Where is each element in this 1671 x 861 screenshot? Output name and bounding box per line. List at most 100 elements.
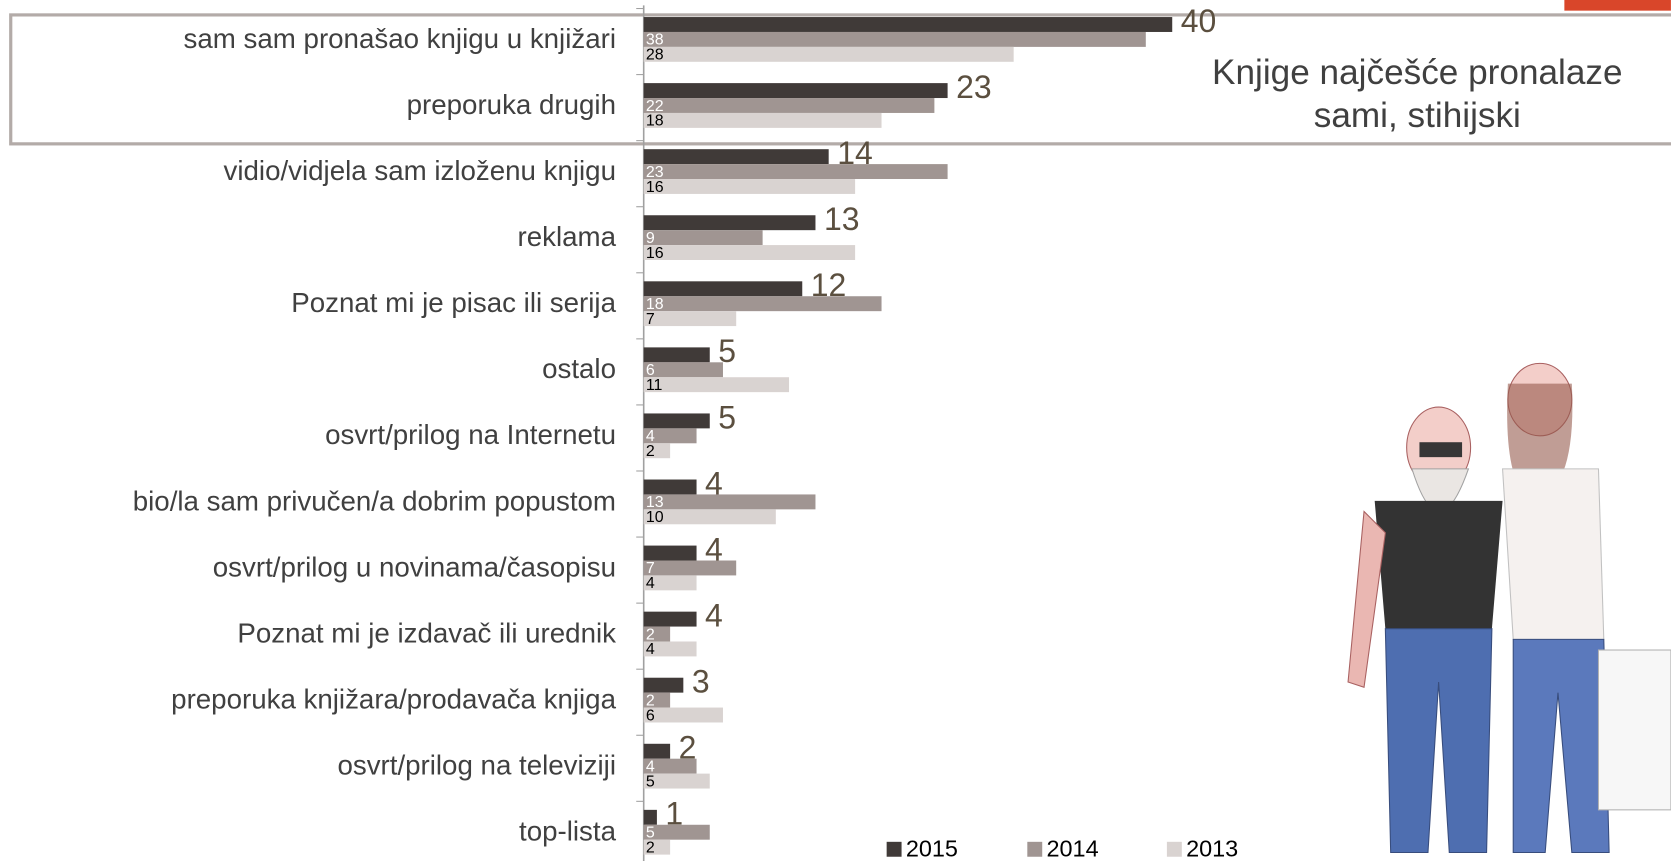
bar [643,743,671,759]
value-label: 5 [646,773,655,790]
bar [643,575,697,591]
bar [643,611,697,627]
value-label: 5 [718,333,736,369]
value-label: 10 [646,509,664,526]
value-label: 38 [646,32,664,49]
value-label: 5 [718,399,736,435]
bar [643,443,671,459]
bar [643,560,737,576]
bar [643,509,776,525]
category-label: osvrt/prilog u novinama/časopisu [213,551,616,582]
annotation-box: Knjige najčešće pronalaze sami, stihijsk… [1212,52,1623,135]
value-label: 5 [646,825,655,842]
bar [643,641,697,657]
value-label: 18 [646,113,664,130]
bar [643,773,710,789]
bar [643,626,671,642]
value-label: 2 [646,839,655,856]
category-label: osvrt/prilog na televiziji [337,750,616,781]
category-label: reklama [518,221,617,252]
value-label: 6 [646,707,655,724]
category-label: bio/la sam privučen/a dobrim popustom [133,485,616,516]
bar [643,112,882,128]
bar [643,311,737,327]
category-label: sam sam pronašao knjigu u knjižari [184,23,616,54]
bar [643,809,657,825]
bar [643,692,671,708]
value-label: 4 [646,575,655,592]
category-label: ostalo [542,353,616,384]
legend-label: 2014 [1046,836,1098,861]
illustration [1347,362,1671,854]
bar [643,545,697,561]
bar [643,296,882,312]
category-label: osvrt/prilog na Internetu [325,419,616,450]
value-label: 4 [646,428,655,445]
bar [643,377,790,393]
value-label: 11 [646,377,663,394]
bar [643,230,763,246]
value-label: 16 [646,245,664,262]
legend-label: 2015 [906,836,958,861]
value-label: 18 [646,296,664,313]
bar [643,494,816,510]
bar [643,413,710,429]
bar [643,245,856,261]
bar [643,839,671,855]
bar [643,428,697,444]
bar [643,758,697,774]
value-label: 9 [646,230,655,247]
value-label: 4 [646,641,655,658]
value-label: 2 [646,692,655,709]
bar [643,31,1146,47]
value-label: 2 [646,443,655,460]
bar [643,362,723,378]
category-label: vidio/vidjela sam izloženu knjigu [224,155,616,186]
category-label: Poznat mi je izdavač ili urednik [237,617,616,648]
value-label: 40 [1181,3,1217,39]
bar [643,149,829,165]
value-label: 13 [824,201,860,237]
bar [643,824,710,840]
value-label: 2 [679,730,697,766]
value-label: 22 [646,98,664,115]
bar [643,17,1173,32]
legend-label: 2013 [1186,836,1238,861]
value-label: 16 [646,179,664,196]
category-label: Poznat mi je pisac ili serija [291,287,616,318]
bar [643,98,935,113]
bar [643,164,948,180]
bar [643,179,856,194]
value-label: 7 [646,560,655,577]
value-label: 7 [646,311,655,328]
bar [643,46,1014,62]
legend-swatch [1166,841,1182,857]
value-label: 1 [665,796,683,832]
value-label: 2 [646,626,655,643]
value-label: 23 [956,69,992,105]
value-label: 6 [646,362,655,379]
bar [643,707,723,723]
bar [643,281,803,297]
annotation: Knjige najčešće pronalaze sami, stihijsk… [1212,52,1623,135]
value-label: 3 [692,664,710,700]
value-label: 23 [646,164,664,181]
value-label: 28 [646,47,664,64]
legend-swatch [1027,841,1043,857]
value-label: 4 [646,758,655,775]
value-label: 4 [705,531,723,567]
bar [643,347,710,363]
value-label: 4 [705,465,723,501]
bar [643,677,684,693]
bar [643,83,948,99]
bar [643,215,816,231]
legend-swatch [886,841,902,857]
category-label: preporuka drugih [407,89,616,120]
corner-accent [1564,0,1671,11]
category-label: preporuka knjižara/prodavača knjiga [171,683,616,714]
bar [643,479,697,495]
highlight-box [9,13,1671,146]
value-label: 4 [705,597,723,633]
category-label: top-lista [519,816,617,847]
